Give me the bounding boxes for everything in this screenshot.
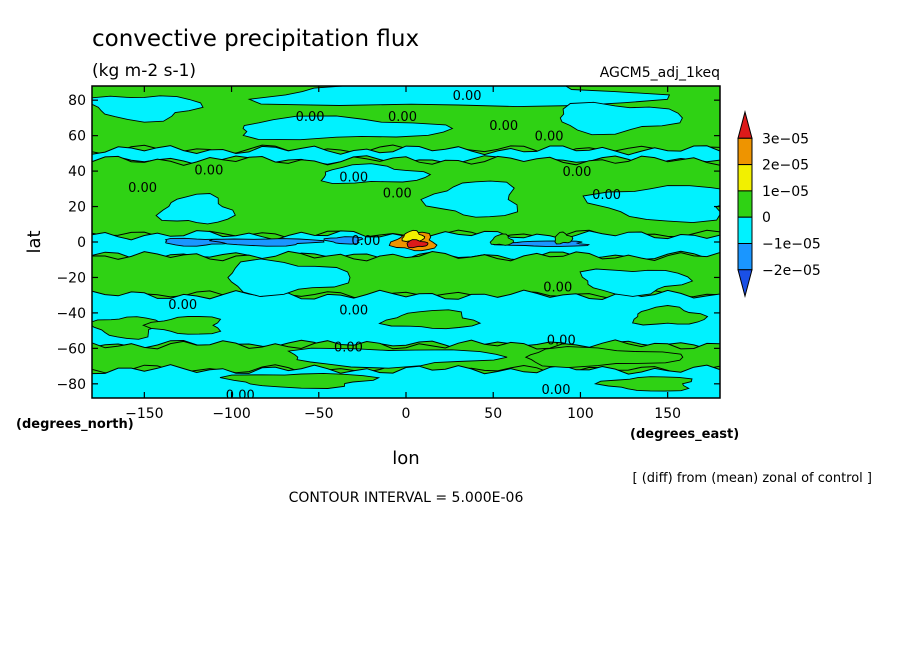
legend-swatch — [737, 110, 753, 139]
legend-label: 1e−05 — [762, 184, 809, 200]
legend-swatch — [737, 137, 753, 166]
contour-patch — [593, 376, 693, 392]
legend-label: 3e−05 — [762, 131, 809, 147]
contour-label: 0.00 — [339, 170, 368, 185]
colorbar-legend: 3e−05 2e−05 1e−05 0 −1e−05 −2e−05 — [737, 110, 821, 299]
contour-label: 0.00 — [535, 130, 564, 145]
contour-label: 0.00 — [453, 89, 482, 104]
contour-label: 0.00 — [351, 234, 380, 249]
plot-area: 0.000.00 0.000.000.000.00 0.00 0.000.00 0.00… — [92, 86, 720, 403]
contour-label: 0.00 — [543, 280, 572, 295]
x-axis-label: lon — [392, 448, 419, 469]
contour-label: 0.00 — [128, 181, 157, 196]
legend-swatch — [737, 216, 753, 244]
contour-label: 0.00 — [334, 341, 363, 356]
x-tick-label: 50 — [484, 406, 502, 422]
contour-patch — [155, 193, 236, 225]
contour-blobs — [92, 86, 720, 392]
x-tick-label: −150 — [125, 406, 163, 422]
contour-label: 0.00 — [194, 163, 223, 178]
contour-patch — [579, 268, 694, 297]
contour-patch — [209, 238, 325, 247]
y-tick-label: 60 — [68, 129, 86, 145]
y-tick-label: −40 — [56, 306, 86, 322]
contour-labels: 0.000.00 0.000.000.000.00 0.00 0.000.00 0.00… — [128, 89, 621, 403]
legend-label: 0 — [762, 210, 771, 226]
y-tick-label: 80 — [68, 93, 86, 109]
contour-patch — [287, 347, 508, 369]
legend-label: −2e−05 — [762, 263, 821, 279]
contour-patch — [378, 309, 482, 330]
contour-label: 0.00 — [489, 119, 518, 134]
legend-swatch — [737, 190, 753, 218]
contour-patch — [92, 316, 163, 340]
legend-swatch — [737, 243, 753, 271]
contour-label: 0.00 — [168, 298, 197, 313]
contour-patch — [524, 346, 684, 369]
contour-patch — [489, 233, 514, 246]
y-tick-label: −80 — [56, 377, 86, 393]
legend-swatch — [737, 164, 753, 192]
contour-patch — [219, 372, 381, 389]
operation-note: [ (diff) from (mean) zonal of control ] — [633, 471, 872, 486]
chart-title: convective precipitation flux — [92, 26, 419, 52]
legend-label: 2e−05 — [762, 158, 809, 174]
contour-band — [92, 364, 720, 398]
contour-interval: CONTOUR INTERVAL = 5.000E-06 — [289, 490, 524, 506]
contour-label: 0.00 — [388, 110, 417, 125]
contour-label: 0.00 — [542, 383, 571, 398]
contour-label: 0.00 — [226, 388, 255, 403]
x-tick-label: −100 — [212, 406, 250, 422]
chart-units: (kg m-2 s-1) — [92, 61, 196, 81]
contour-patch — [92, 95, 204, 123]
contour-patch — [554, 231, 574, 245]
y-tick-label: 0 — [77, 235, 86, 251]
contour-label: 0.00 — [592, 188, 621, 203]
contour-patch — [242, 115, 454, 141]
legend-label: −1e−05 — [762, 237, 821, 253]
contour-patch — [582, 185, 720, 224]
contour-patch — [142, 316, 222, 335]
x-tick-label: 0 — [402, 406, 411, 422]
x-units-label: (degrees_east) — [630, 427, 739, 442]
contour-patch — [631, 305, 709, 326]
contour-label: 0.00 — [339, 303, 368, 318]
y-units-label: (degrees_north) — [16, 417, 134, 432]
contour-patch — [247, 86, 671, 108]
x-tick-label: −50 — [304, 406, 334, 422]
y-tick-label: −20 — [56, 270, 86, 286]
y-axis: 80 60 40 20 0 −20 −40 −60 −80 — [56, 93, 720, 393]
contour-label: 0.00 — [383, 186, 412, 201]
contour-patch — [320, 163, 432, 185]
x-tick-label: 150 — [654, 406, 681, 422]
y-axis-label: lat — [24, 230, 45, 253]
contour-label: 0.00 — [547, 334, 576, 349]
legend-swatch — [737, 269, 753, 299]
contour-patch — [559, 101, 683, 136]
y-tick-label: 20 — [68, 200, 86, 216]
y-tick-label: −60 — [56, 341, 86, 357]
x-axis: −150 −100 −50 0 50 100 150 — [125, 86, 681, 422]
contour-label: 0.00 — [296, 110, 325, 125]
y-tick-label: 40 — [68, 164, 86, 180]
contour-patch — [323, 236, 364, 245]
dataset-label: AGCM5_adj_1keq — [600, 65, 720, 81]
contour-label: 0.00 — [562, 165, 591, 180]
contour-patch — [227, 258, 351, 297]
contour-patch — [420, 180, 519, 218]
contour-patch — [406, 239, 429, 249]
contour-band — [92, 145, 720, 166]
x-tick-label: 100 — [567, 406, 594, 422]
